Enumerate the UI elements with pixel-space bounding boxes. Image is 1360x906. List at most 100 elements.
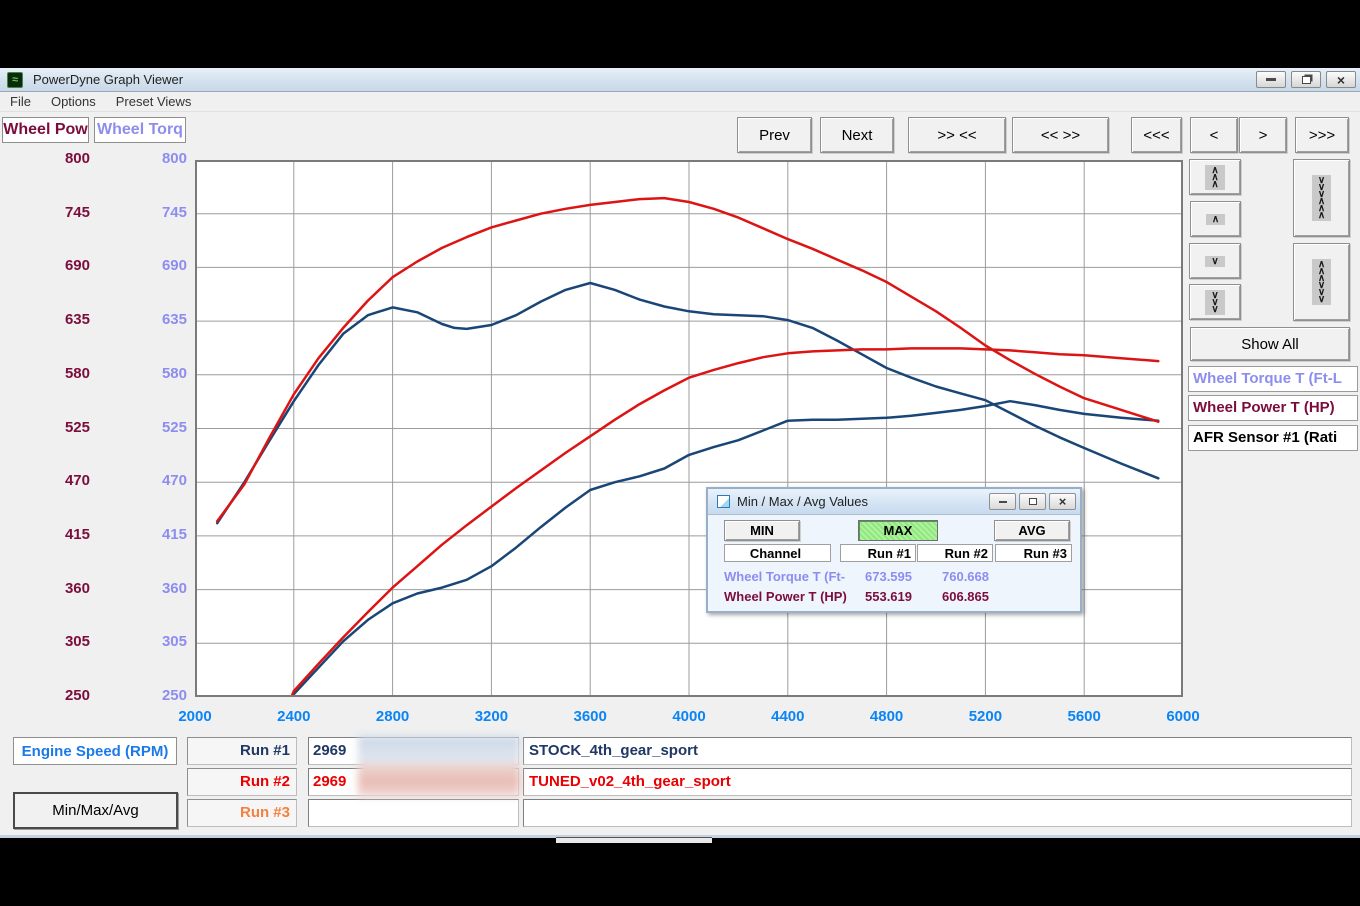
x-tick-rpm: 3200 [474, 708, 509, 725]
y-tick-wheel-torq: 745 [161, 203, 187, 221]
series-run-2-wheel-power-t-hp-tuned-v02 [290, 347, 1160, 699]
compress-vertical-icon: ∨ ∨ ∨ ∧ ∧ ∧ [1311, 175, 1332, 221]
scroll-down-button[interactable]: ∨ [1189, 243, 1241, 279]
run-label-1: Run #1 [187, 737, 297, 765]
scroll-far-left-button[interactable]: <<< [1131, 117, 1182, 153]
right-axis-channel-button[interactable]: Wheel Torq [94, 117, 186, 143]
y-tick-wheel-pow: 635 [64, 311, 90, 329]
window-title: PowerDyne Graph Viewer [33, 72, 184, 87]
expand-vertical-button[interactable]: ∧ ∧ ∧ ∨ ∨ ∨ [1293, 243, 1350, 321]
chevron-up-icon: ∧ [1317, 203, 1326, 214]
dialog-minimize-button[interactable] [989, 493, 1016, 510]
window-bottom-edge [0, 835, 1360, 838]
scroll-far-right-button[interactable]: >>> [1295, 117, 1349, 153]
dialog-row-value: 760.668 [942, 569, 989, 584]
y-tick-wheel-torq: 525 [161, 418, 187, 436]
window-controls: × [1256, 71, 1356, 88]
scroll-down-icon: ∨ [1205, 255, 1225, 267]
left-axis-channel-button[interactable]: Wheel Pow [2, 117, 89, 143]
y-tick-wheel-torq: 305 [161, 633, 187, 651]
close-button[interactable]: × [1326, 71, 1356, 88]
chevron-up-icon: ∧ [1317, 210, 1326, 221]
x-tick-rpm: 6000 [1166, 708, 1200, 725]
y-tick-wheel-pow: 800 [64, 150, 90, 167]
title-bar[interactable]: ≈ PowerDyne Graph Viewer [0, 68, 1360, 92]
run-name-2[interactable]: TUNED_v02_4th_gear_sport [523, 768, 1352, 796]
run-name-1[interactable]: STOCK_4th_gear_sport [523, 737, 1352, 765]
max-stat-button[interactable]: MAX [858, 520, 938, 541]
chart-canvas [195, 160, 1183, 699]
y-tick-wheel-torq: 800 [161, 150, 187, 167]
x-tick-rpm: 5200 [968, 708, 1003, 725]
menu-bar: File Options Preset Views [0, 92, 1360, 112]
dialog-restore-button[interactable] [1019, 493, 1046, 510]
chevron-down-icon: ∨ [1211, 289, 1219, 301]
chevron-up-icon: ∧ [1317, 196, 1326, 207]
x-tick-rpm: 4800 [869, 708, 904, 725]
chevron-up-icon: ∧ [1317, 273, 1326, 284]
menu-item-options[interactable]: Options [50, 94, 96, 109]
x-tick-rpm: 4000 [672, 708, 706, 725]
column-header-run-1: Run #1 [840, 544, 916, 562]
compress-vertical-button[interactable]: ∨ ∨ ∨ ∧ ∧ ∧ [1293, 159, 1350, 237]
run-name-3[interactable] [523, 799, 1352, 827]
restore-button[interactable] [1291, 71, 1321, 88]
show-all-button[interactable]: Show All [1190, 327, 1350, 361]
menu-item-file[interactable]: File [10, 94, 31, 109]
scroll-up-fast-icon: ∧ ∧ ∧ [1205, 164, 1225, 190]
restore-icon [1301, 75, 1311, 84]
next-button[interactable]: Next [820, 117, 894, 153]
x-tick-rpm: 2400 [277, 708, 311, 725]
scroll-up-icon: ∧ [1205, 213, 1226, 225]
y-tick-wheel-pow: 580 [64, 364, 90, 382]
y-tick-wheel-torq: 360 [161, 579, 187, 597]
scroll-right-button[interactable]: > [1239, 117, 1287, 153]
close-icon: × [1058, 494, 1067, 509]
scroll-down-fast-icon: ∨ ∨ ∨ [1205, 289, 1225, 315]
run-label-2: Run #2 [187, 768, 297, 796]
chevron-down-icon: ∨ [1317, 189, 1326, 200]
y-tick-wheel-pow: 305 [64, 633, 90, 651]
prev-button[interactable]: Prev [737, 117, 812, 153]
chevron-up-icon: ∧ [1211, 178, 1219, 190]
scroll-left-button[interactable]: < [1190, 117, 1238, 153]
chevron-up-icon: ∧ [1317, 259, 1326, 270]
y-tick-wheel-pow: 690 [64, 257, 90, 275]
chevron-down-icon: ∨ [1317, 280, 1326, 291]
run-value-3[interactable] [308, 799, 519, 827]
y-tick-wheel-pow: 745 [64, 203, 90, 221]
scroll-down-fast-button[interactable]: ∨ ∨ ∨ [1189, 284, 1241, 320]
y-tick-wheel-torq: 690 [161, 257, 187, 275]
close-icon: × [1336, 71, 1346, 88]
chevron-down-icon: ∨ [1211, 255, 1219, 267]
channel-button-1[interactable]: Wheel Torque T (Ft-L [1188, 366, 1358, 392]
menu-item-preset-views[interactable]: Preset Views [115, 94, 192, 109]
scroll-up-button[interactable]: ∧ [1190, 201, 1241, 237]
minimize-button[interactable] [1256, 71, 1286, 88]
x-tick-rpm: 5600 [1067, 708, 1101, 725]
chevron-up-icon: ∧ [1317, 266, 1326, 277]
channel-button-3[interactable]: AFR Sensor #1 (Rati [1188, 425, 1358, 451]
y-tick-wheel-torq: 250 [161, 687, 187, 704]
y-tick-wheel-pow: 525 [64, 418, 90, 436]
dialog-close-button[interactable]: × [1049, 493, 1076, 510]
shift-in-button[interactable]: >> << [908, 117, 1006, 153]
x-axis-channel-button[interactable]: Engine Speed (RPM) [13, 737, 177, 765]
series-run-1-wheel-torque-t-ft-lb-stock [215, 281, 1160, 525]
scroll-up-fast-button[interactable]: ∧ ∧ ∧ [1189, 159, 1241, 195]
dialog-title-bar[interactable]: Min / Max / Avg Values [708, 489, 1080, 515]
y-tick-wheel-torq: 470 [161, 472, 187, 490]
avg-stat-button[interactable]: AVG [994, 520, 1070, 541]
channel-button-2[interactable]: Wheel Power T (HP) [1188, 395, 1358, 421]
expand-vertical-icon: ∧ ∧ ∧ ∨ ∨ ∨ [1311, 259, 1332, 305]
plot-border [195, 160, 1183, 697]
chevron-up-icon: ∧ [1211, 171, 1219, 183]
minimize-icon [998, 500, 1007, 503]
shift-out-button[interactable]: << >> [1012, 117, 1109, 153]
chevron-down-icon: ∨ [1211, 296, 1219, 308]
dialog-row-value: 673.595 [865, 569, 912, 584]
minmax-avg-button[interactable]: Min/Max/Avg [13, 792, 178, 829]
min-stat-button[interactable]: MIN [724, 520, 800, 541]
dialog-window-controls: × [989, 493, 1076, 510]
